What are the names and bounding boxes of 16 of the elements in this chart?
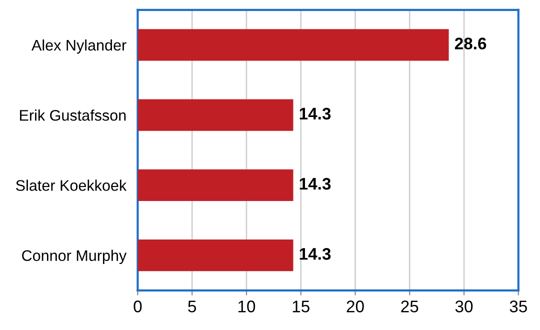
x-tick-label: 0 <box>134 300 142 312</box>
x-tick-label: 20 <box>346 300 364 312</box>
x-tick-label: 10 <box>238 300 256 312</box>
x-tick-label: 5 <box>188 300 196 312</box>
y-tick-label: Connor Murphy <box>22 250 127 264</box>
y-tick-label: Erik Gustafsson <box>20 110 126 121</box>
y-tick-label: Alex Nylander <box>32 39 126 54</box>
data-label: 28.6 <box>454 38 486 50</box>
y-tick-label: Slater Koekkoek <box>16 180 127 191</box>
x-tick-label: 35 <box>510 300 527 312</box>
x-tick-label: 25 <box>401 300 418 312</box>
data-label: 14.3 <box>300 178 331 190</box>
data-label: 14.3 <box>300 248 331 260</box>
x-tick-label: 30 <box>455 300 473 312</box>
data-label: 14.3 <box>300 108 331 120</box>
x-tick-label: 15 <box>292 300 310 312</box>
